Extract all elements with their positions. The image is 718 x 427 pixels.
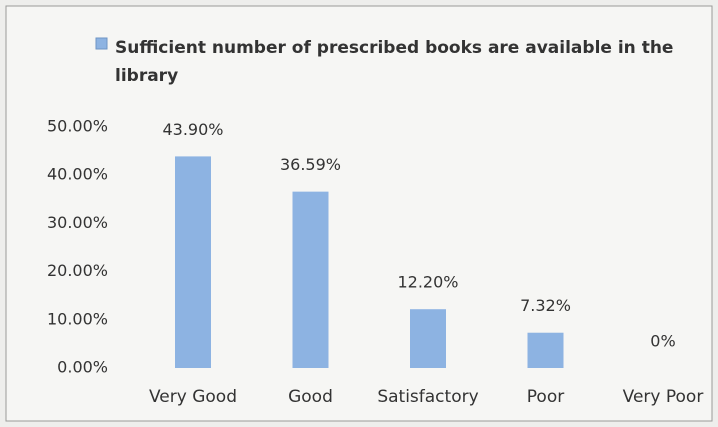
data-label: 12.20% [397,273,458,292]
chart-frame [5,5,713,422]
x-tick-label: Good [288,387,333,407]
bar [175,156,211,368]
x-tick-label: Very Good [149,387,237,407]
x-tick-label: Satisfactory [377,387,478,407]
data-label: 0% [650,332,675,351]
bar [292,191,329,368]
y-tick-label: 10.00% [47,309,108,328]
legend-swatch [95,37,108,50]
bar [410,309,446,368]
data-label: 7.32% [520,296,571,315]
data-label: 36.59% [280,155,341,174]
legend-label: Sufficient number of prescribed books ar… [115,38,674,86]
y-tick-label: 0.00% [57,358,108,377]
y-tick-label: 50.00% [47,117,108,136]
x-tick-label: Poor [527,387,564,407]
x-tick-label: Very Poor [623,387,704,407]
y-tick-label: 20.00% [47,261,108,280]
y-tick-label: 30.00% [47,213,108,232]
y-tick-label: 40.00% [47,165,108,184]
bar [527,332,564,368]
data-label: 43.90% [162,120,223,139]
